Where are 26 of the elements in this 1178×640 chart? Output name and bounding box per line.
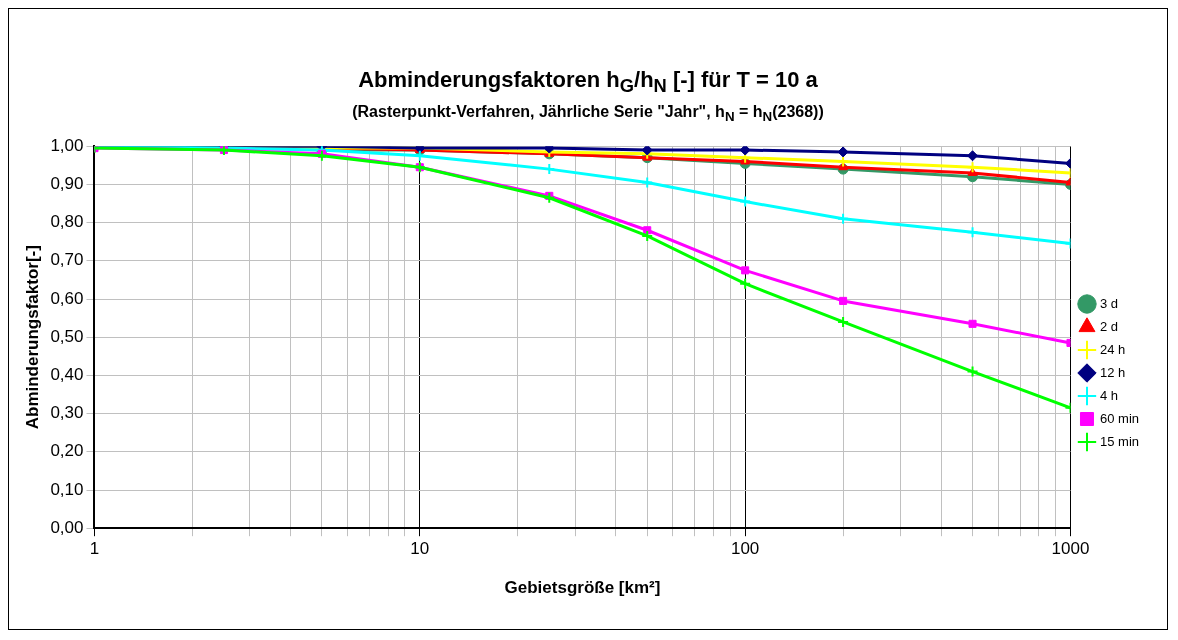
- legend-label: 24 h: [1099, 341, 1126, 357]
- y-tick-label: 0,50: [50, 326, 84, 346]
- y-tick-label: 0,40: [50, 364, 84, 384]
- y-tick-label: 0,20: [50, 441, 84, 461]
- chart-subtitle: (Rasterpunkt-Verfahren, Jährliche Serie "Jahr", h$_{N}$ = h$_{N}$(2368)): [351, 103, 825, 125]
- legend-label: 15 min: [1099, 433, 1140, 449]
- legend-label: 60 min: [1099, 410, 1140, 426]
- y-tick-label: 0,10: [50, 479, 84, 499]
- y-tick-label: 1,00: [50, 135, 84, 155]
- x-tick-label: 1000: [1051, 538, 1090, 558]
- y-axis-title: Abminderungsfaktor[-]: [22, 244, 42, 429]
- y-tick-label: 0,70: [50, 250, 84, 270]
- y-tick-label: 0,90: [50, 173, 84, 193]
- y-tick-label: 0,60: [50, 288, 84, 308]
- y-tick-label: 0,00: [50, 517, 84, 537]
- legend-label: 4 h: [1099, 387, 1119, 403]
- x-tick-label: 10: [410, 538, 430, 558]
- x-tick-label: 1: [89, 538, 100, 558]
- x-axis-title: Gebietsgröße [km²]: [504, 578, 661, 598]
- legend-label: 2 d: [1099, 318, 1119, 334]
- y-tick-label: 0,80: [50, 211, 84, 231]
- chart-title: Abminderungsfaktoren h$_{G}$/h$_{N}$ [-] für T = 10 a: [357, 67, 819, 98]
- legend-label: 12 h: [1099, 364, 1126, 380]
- legend-label: 3 d: [1099, 295, 1119, 311]
- x-tick-label: 100: [730, 538, 760, 558]
- y-tick-label: 0,30: [50, 402, 84, 422]
